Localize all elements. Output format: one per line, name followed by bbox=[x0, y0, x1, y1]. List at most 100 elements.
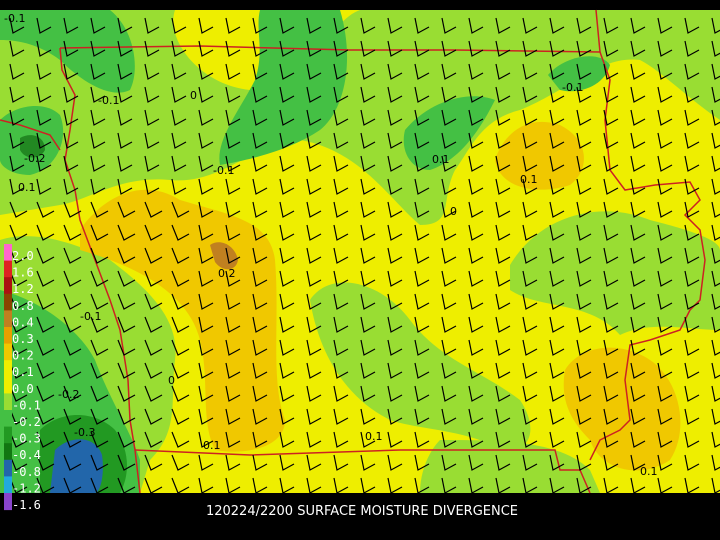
wind-barb bbox=[522, 40, 538, 57]
wind-barb bbox=[171, 178, 187, 195]
wind-barb bbox=[117, 247, 136, 264]
wind-barb bbox=[9, 63, 25, 80]
wind-barb bbox=[63, 293, 82, 310]
wind-barb bbox=[549, 201, 565, 218]
wind-barb bbox=[144, 132, 160, 149]
wind-barb bbox=[495, 293, 511, 310]
wind-barb bbox=[63, 17, 79, 34]
wind-barb bbox=[198, 132, 214, 149]
colorbar-label: 0.3 bbox=[12, 332, 34, 346]
wind-barb bbox=[36, 63, 52, 80]
wind-barb bbox=[414, 385, 430, 402]
colorbar-label: 2.0 bbox=[12, 249, 34, 263]
wind-barb bbox=[576, 224, 592, 241]
wind-barb bbox=[279, 362, 295, 379]
border bbox=[59, 9, 601, 53]
wind-barb bbox=[117, 477, 136, 494]
wind-barb bbox=[387, 293, 403, 310]
wind-barb bbox=[171, 63, 187, 80]
wind-barb bbox=[360, 408, 376, 425]
wind-barb bbox=[576, 17, 592, 34]
wind-barb bbox=[252, 132, 268, 149]
wind-barb bbox=[603, 40, 619, 57]
wind-barb bbox=[144, 454, 163, 471]
wind-barb bbox=[252, 224, 268, 241]
wind-barb bbox=[90, 109, 106, 126]
wind-barb bbox=[9, 155, 25, 172]
wind-barb bbox=[576, 86, 592, 103]
wind-barb bbox=[117, 178, 133, 195]
wind-barb bbox=[495, 431, 511, 448]
wind-barb bbox=[306, 132, 322, 149]
wind-barb bbox=[36, 362, 55, 379]
wind-barb bbox=[468, 247, 484, 264]
wind-barb bbox=[414, 155, 430, 172]
wind-barb bbox=[441, 86, 457, 103]
wind-barb bbox=[333, 155, 349, 172]
wind-barb bbox=[414, 270, 430, 287]
wind-barb bbox=[549, 155, 565, 172]
wind-barb bbox=[522, 86, 538, 103]
contour-label: 0.1 bbox=[203, 439, 221, 452]
wind-barb bbox=[9, 178, 25, 195]
wind-barb bbox=[333, 224, 349, 241]
wind-barb bbox=[225, 86, 241, 103]
wind-barb bbox=[171, 316, 190, 333]
wind-barb bbox=[90, 40, 106, 57]
wind-barb bbox=[279, 63, 295, 80]
wind-barb bbox=[549, 454, 565, 471]
wind-barb bbox=[522, 63, 538, 80]
wind-barb bbox=[225, 224, 241, 241]
wind-barb bbox=[117, 270, 136, 287]
wind-barb bbox=[468, 132, 484, 149]
fill-negative bbox=[0, 10, 720, 225]
wind-barb bbox=[603, 86, 619, 103]
wind-barb bbox=[360, 63, 376, 80]
wind-barb bbox=[387, 270, 403, 287]
colorbar-swatch bbox=[4, 360, 12, 378]
wind-barb bbox=[144, 385, 163, 402]
wind-barb bbox=[225, 339, 241, 356]
wind-barb bbox=[522, 247, 538, 264]
wind-barb bbox=[711, 316, 720, 333]
colorbar-swatch bbox=[4, 426, 12, 444]
wind-barb bbox=[603, 201, 619, 218]
wind-barb bbox=[711, 40, 720, 57]
wind-barb bbox=[657, 431, 673, 448]
fill-positive bbox=[495, 121, 584, 190]
colorbar-label: -1.6 bbox=[12, 498, 41, 512]
wind-barb bbox=[711, 385, 720, 402]
wind-barb bbox=[522, 201, 538, 218]
colorbar-label: 1.2 bbox=[12, 282, 34, 296]
wind-barb bbox=[441, 201, 457, 218]
wind-barb bbox=[171, 385, 190, 402]
wind-barb bbox=[522, 431, 538, 448]
wind-barb bbox=[9, 132, 25, 149]
wind-barb bbox=[117, 201, 136, 218]
wind-barb bbox=[36, 270, 55, 287]
wind-barb bbox=[63, 63, 79, 80]
wind-barb bbox=[333, 431, 349, 448]
wind-barb bbox=[306, 477, 322, 494]
wind-barb bbox=[252, 385, 268, 402]
colorbar-swatch bbox=[4, 310, 12, 328]
wind-barb bbox=[495, 63, 511, 80]
wind-barb bbox=[522, 454, 538, 471]
wind-barb bbox=[360, 247, 376, 264]
wind-barb bbox=[198, 316, 214, 333]
wind-barb bbox=[549, 86, 565, 103]
wind-barb bbox=[63, 362, 82, 379]
wind-barb bbox=[387, 431, 403, 448]
wind-barb bbox=[657, 454, 673, 471]
fill-positive bbox=[563, 347, 681, 471]
wind-barb bbox=[657, 362, 673, 379]
wind-barb bbox=[117, 385, 136, 402]
wind-barb bbox=[657, 477, 673, 494]
wind-barb bbox=[711, 201, 720, 218]
wind-barb bbox=[684, 431, 700, 448]
wind-barb bbox=[90, 454, 109, 471]
wind-barb bbox=[522, 109, 538, 126]
wind-barb bbox=[657, 316, 673, 333]
wind-barb bbox=[441, 40, 457, 57]
wind-barb bbox=[63, 408, 82, 425]
